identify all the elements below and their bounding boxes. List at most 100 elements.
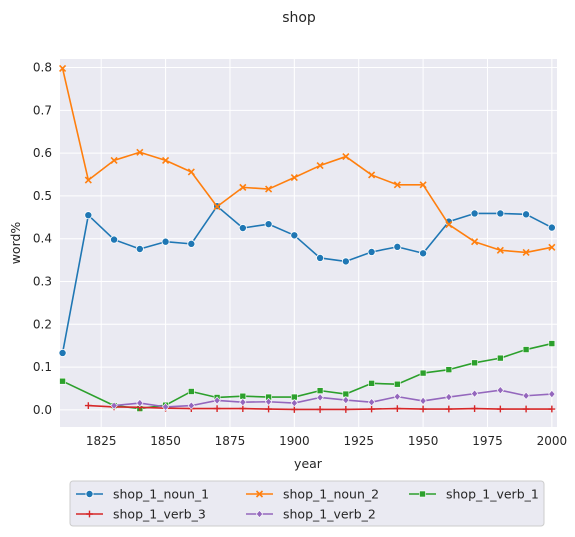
data-point: [316, 387, 324, 394]
y-tick-label: 0.7: [33, 103, 52, 117]
data-point: [187, 168, 195, 176]
data-point: [213, 396, 221, 405]
x-tick-label: 2000: [537, 434, 568, 448]
data-point: [368, 171, 376, 179]
data-point: [316, 161, 324, 170]
data-point: [419, 181, 427, 189]
data-point: [264, 397, 273, 406]
data-point: [394, 380, 401, 388]
data-point: [59, 377, 66, 385]
legend-item: shop_1_verb_1: [409, 487, 539, 502]
series-shop_1_verb_2: [110, 386, 556, 411]
data-point: [548, 243, 556, 251]
data-point: [110, 401, 118, 410]
data-point: [393, 392, 401, 401]
data-point: [161, 237, 170, 246]
data-point: [393, 405, 401, 412]
data-point: [393, 242, 402, 251]
legend-label: shop_1_verb_1: [446, 487, 539, 502]
data-point: [496, 386, 504, 395]
legend-marker: [419, 490, 426, 498]
x-tick-label: 1975: [472, 434, 503, 448]
data-point: [419, 369, 427, 377]
data-point: [316, 393, 324, 402]
data-point: [187, 401, 195, 410]
data-point: [161, 402, 170, 411]
legend-item: shop_1_noun_2: [246, 487, 379, 502]
x-tick-label: 1825: [86, 434, 117, 448]
x-tick-label: 1850: [150, 434, 181, 448]
data-point: [470, 209, 479, 218]
y-tick-label: 0.4: [33, 232, 52, 246]
data-point: [187, 239, 196, 248]
y-tick-label: 0.6: [33, 146, 52, 160]
x-axis-label: year: [294, 456, 323, 471]
data-point: [368, 380, 375, 387]
legend-label: shop_1_noun_2: [283, 487, 379, 502]
data-point: [84, 176, 92, 184]
data-point: [290, 231, 299, 240]
legend-item: shop_1_verb_2: [246, 507, 376, 522]
data-point: [110, 156, 118, 164]
data-point: [445, 405, 453, 413]
series-layer: [58, 64, 556, 413]
legend-label: shop_1_verb_3: [113, 507, 206, 522]
legend: shop_1_noun_1 shop_1_noun_2 shop_1_verb_1s…: [69, 480, 545, 527]
series-shop_1_noun_1: [58, 202, 556, 357]
data-point: [471, 359, 478, 367]
chart-title: shop: [282, 10, 316, 26]
data-point: [110, 235, 119, 244]
data-point: [496, 246, 504, 254]
y-tick-label: 0.3: [33, 275, 52, 289]
data-point: [135, 244, 144, 253]
y-tick-labels: 0.0 0.1 0.2 0.3 0.4 0.5 0.6 0.7 0.8: [33, 61, 52, 417]
data-point: [265, 405, 272, 413]
series-shop_1_noun_2: [59, 64, 556, 256]
data-point: [522, 391, 530, 400]
data-point: [264, 220, 273, 229]
data-point: [548, 389, 556, 399]
data-point: [522, 210, 531, 219]
data-point: [316, 406, 324, 413]
data-point: [59, 64, 67, 72]
data-point: [239, 398, 247, 407]
data-point: [342, 406, 350, 413]
data-point: [84, 211, 93, 220]
y-axis-label: word%: [8, 222, 23, 265]
data-point: [470, 389, 479, 398]
grid-lines: [60, 59, 557, 427]
data-point: [342, 152, 350, 161]
series-line: [114, 389, 552, 408]
data-point: [445, 366, 453, 373]
data-point: [419, 396, 427, 405]
data-point: [162, 156, 170, 164]
data-point: [239, 405, 247, 412]
data-point: [136, 148, 144, 156]
legend-item: shop_1_noun_1: [76, 487, 209, 502]
y-tick-label: 0.0: [33, 403, 52, 417]
legend-marker: [85, 489, 94, 498]
legend-label: shop_1_noun_1: [113, 487, 209, 502]
data-point: [496, 209, 505, 218]
legend-item: shop_1_verb_3: [76, 507, 206, 522]
data-point: [419, 249, 428, 258]
plot-background: [60, 59, 557, 427]
data-point: [548, 405, 556, 413]
data-point: [265, 185, 273, 193]
data-point: [497, 354, 504, 362]
data-point: [290, 398, 298, 408]
data-point: [290, 173, 298, 182]
data-point: [368, 405, 375, 413]
data-point: [213, 405, 221, 412]
data-point: [342, 395, 350, 405]
y-tick-label: 0.1: [33, 360, 52, 374]
x-tick-label: 1875: [215, 434, 246, 448]
data-point: [84, 402, 92, 410]
data-point: [522, 346, 530, 353]
legend-marker: [255, 490, 264, 498]
data-point: [496, 405, 504, 413]
data-point: [188, 388, 195, 395]
data-point: [471, 405, 478, 412]
data-point: [548, 340, 556, 347]
